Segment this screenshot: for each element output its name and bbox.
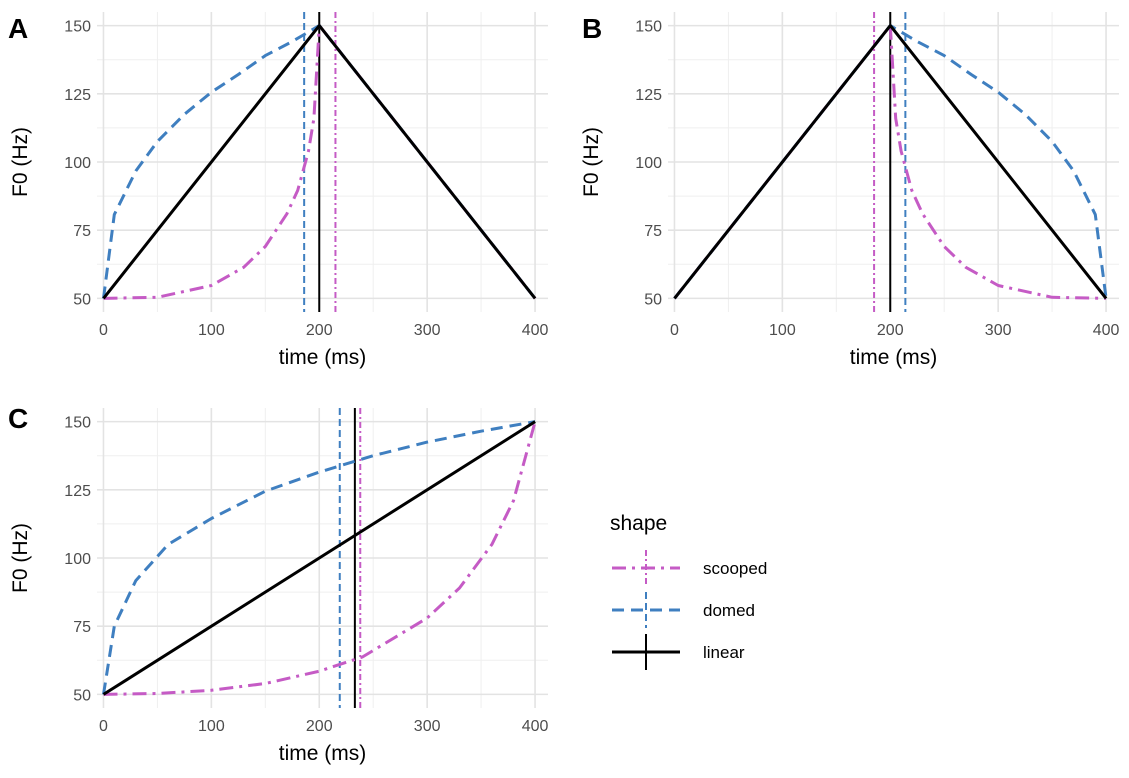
- x-tick-label: 400: [522, 718, 549, 735]
- x-tick-label: 0: [99, 322, 108, 339]
- legend-label: scooped: [703, 559, 767, 578]
- series-line-domed: [102, 420, 536, 695]
- x-tick-label: 100: [198, 718, 225, 735]
- panel-c: 0 100 200 300 400 50 75 100 125 150 time (ms) F0 (H…: [8, 403, 548, 765]
- y-tick-label: 150: [64, 19, 91, 36]
- panel-b: 0 100 200 300 400 50 75 100 125 150 time (ms) F0 (H…: [580, 12, 1119, 369]
- y-tick-label: 125: [635, 87, 662, 104]
- y-tick-label: 125: [64, 483, 91, 500]
- x-tick-label: 200: [877, 322, 904, 339]
- y-tick-label: 125: [64, 87, 91, 104]
- legend-item-linear: linear: [612, 634, 745, 670]
- series-line-domed: [102, 24, 537, 300]
- y-axis-title: F0 (Hz): [9, 127, 32, 197]
- y-tick-label: 100: [635, 155, 662, 172]
- series-line-scooped: [103, 24, 537, 300]
- y-tick-label: 75: [644, 223, 662, 240]
- y-tick-label: 50: [73, 291, 91, 308]
- x-tick-label: 100: [769, 322, 796, 339]
- x-tick-label: 300: [414, 718, 441, 735]
- y-tick-label: 50: [644, 291, 662, 308]
- legend-title: shape: [610, 512, 667, 535]
- x-tick-label: 300: [985, 322, 1012, 339]
- y-tick-label: 150: [64, 415, 91, 432]
- series-line-linear: [102, 420, 536, 696]
- x-axis-title: time (ms): [279, 346, 367, 369]
- y-tick-label: 150: [635, 19, 662, 36]
- legend-item-scooped: scooped: [612, 550, 767, 586]
- y-tick-label: 100: [64, 155, 91, 172]
- y-axis-title: F0 (Hz): [9, 523, 32, 593]
- legend: shape scooped domed linear: [610, 512, 767, 670]
- y-tick-label: 75: [73, 223, 91, 240]
- legend-label: domed: [703, 601, 755, 620]
- series-line-linear: [673, 24, 1108, 300]
- x-tick-label: 200: [306, 322, 333, 339]
- legend-label: linear: [703, 643, 745, 662]
- series-line-domed: [673, 24, 1108, 300]
- legend-item-domed: domed: [612, 592, 755, 628]
- x-axis-title: time (ms): [850, 346, 938, 369]
- panel-tag: C: [8, 403, 28, 434]
- panel-tag: A: [8, 13, 28, 44]
- series-line-scooped: [103, 421, 537, 696]
- y-axis-title: F0 (Hz): [580, 127, 603, 197]
- y-tick-label: 75: [73, 619, 91, 636]
- x-tick-label: 100: [198, 322, 225, 339]
- x-tick-label: 0: [670, 322, 679, 339]
- series-line-linear: [102, 24, 537, 300]
- series-line-scooped: [673, 24, 1107, 300]
- y-tick-label: 100: [64, 551, 91, 568]
- x-axis-title: time (ms): [279, 742, 367, 765]
- x-tick-label: 400: [522, 322, 549, 339]
- panel-a: 0 100 200 300 400 50 75 100 125 150 time (ms) F0 (H…: [8, 12, 548, 369]
- x-tick-label: 400: [1093, 322, 1120, 339]
- panel-tag: B: [582, 13, 602, 44]
- x-tick-label: 0: [99, 718, 108, 735]
- y-tick-label: 50: [73, 687, 91, 704]
- x-tick-label: 300: [414, 322, 441, 339]
- x-tick-label: 200: [306, 718, 333, 735]
